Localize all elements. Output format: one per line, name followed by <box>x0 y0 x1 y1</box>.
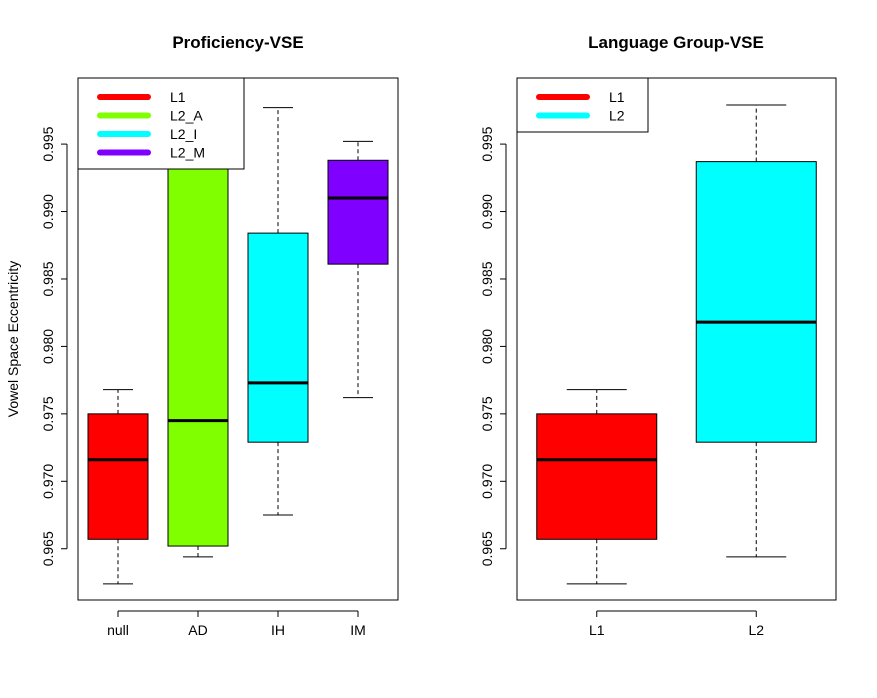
chart-title: Proficiency-VSE <box>172 33 303 52</box>
x-tick-label: null <box>107 622 129 638</box>
legend-label: L2_M <box>170 145 205 161</box>
legend-label: L2_A <box>170 108 203 124</box>
legend-label: L2_I <box>170 126 197 142</box>
y-tick-label: 0.970 <box>40 464 56 499</box>
x-tick-label: L2 <box>748 622 764 638</box>
box-AD <box>167 105 229 558</box>
legend-label: L1 <box>609 89 625 105</box>
y-tick-label: 0.995 <box>479 126 495 161</box>
box-IM <box>327 140 389 399</box>
y-tick-label: 0.975 <box>479 396 495 431</box>
legend-label: L2 <box>609 108 625 124</box>
x-tick-label: L1 <box>589 622 605 638</box>
iqr-box <box>536 413 658 540</box>
iqr-box <box>87 413 149 540</box>
x-tick-label: IH <box>271 622 285 638</box>
iqr-box <box>247 232 309 443</box>
y-tick-label: 0.975 <box>40 396 56 431</box>
y-tick-label: 0.990 <box>40 194 56 229</box>
y-tick-label: 0.985 <box>40 261 56 296</box>
iqr-box <box>167 148 229 547</box>
plot-frame <box>516 77 837 601</box>
x-tick-label: IM <box>350 622 366 638</box>
y-axis-label: Vowel Space Eccentricity <box>5 261 21 417</box>
y-tick-label: 0.965 <box>479 531 495 566</box>
proficiency-panel: Proficiency-VSE Vowel Space Eccentricity 0… <box>5 33 399 638</box>
chart-title: Language Group-VSE <box>588 33 764 52</box>
y-tick-label: 0.995 <box>40 126 56 161</box>
iqr-box <box>695 161 817 443</box>
legend: L1 L2_A L2_I L2_M <box>77 77 245 170</box>
x-tick-label: AD <box>188 622 207 638</box>
box-L1 <box>536 389 658 585</box>
box-IH <box>247 107 309 516</box>
legend-label: L1 <box>170 89 186 105</box>
box-L2 <box>695 104 817 558</box>
language-group-panel: Language Group-VSE 0.965 0.970 0.975 0.980 0.… <box>479 33 837 638</box>
y-tick-label: 0.985 <box>479 261 495 296</box>
y-tick-label: 0.980 <box>479 329 495 364</box>
y-tick-label: 0.990 <box>479 194 495 229</box>
y-tick-label: 0.970 <box>479 464 495 499</box>
box-null <box>87 389 149 585</box>
legend-box <box>516 77 649 133</box>
iqr-box <box>327 159 389 265</box>
plot-frame <box>77 77 399 601</box>
y-tick-label: 0.965 <box>40 531 56 566</box>
y-tick-label: 0.980 <box>40 329 56 364</box>
